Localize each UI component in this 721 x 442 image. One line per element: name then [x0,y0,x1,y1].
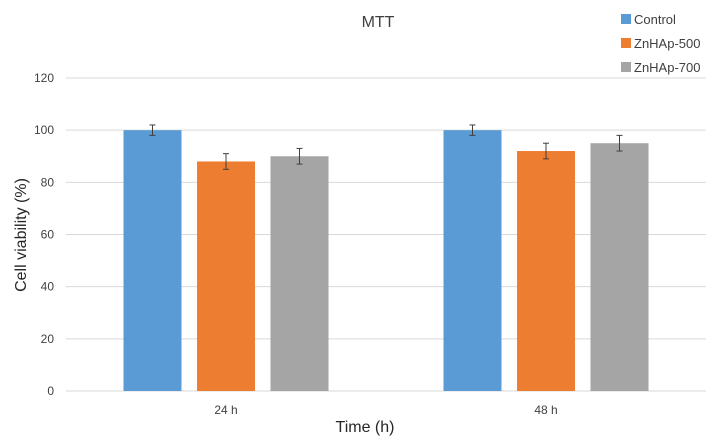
bar-control-48h [443,130,502,391]
y-tick-label-100: 100 [34,123,54,137]
x-axis-title: Time (h) [336,419,395,436]
legend-swatch-znhap-500 [621,38,631,48]
y-tick-label-0: 0 [47,384,54,398]
legend-label-znhap-500: ZnHAp-500 [634,36,700,51]
bar-znhap-700-24h [270,156,329,391]
y-tick-label-80: 80 [41,175,55,189]
chart-title: MTT [362,14,395,31]
bar-znhap-700-48h [590,143,649,391]
y-tick-label-20: 20 [41,332,55,346]
legend-label-znhap-700: ZnHAp-700 [634,60,700,75]
legend-swatch-znhap-700 [621,62,631,72]
y-axis-title: Cell viability (%) [13,178,30,292]
bar-control-24h [123,130,182,391]
x-tick-label-48h: 48 h [534,403,557,417]
bar-znhap-500-24h [197,161,255,391]
y-tick-label-120: 120 [34,71,54,85]
y-tick-label-40: 40 [41,280,55,294]
legend-swatch-control [621,14,631,24]
bars [123,130,649,391]
x-tick-label-24h: 24 h [214,403,237,417]
legend: Control ZnHAp-500 ZnHAp-700 [621,12,700,75]
y-tick-label-60: 60 [41,228,55,242]
tick-labels: 0 20 40 60 80 100 120 24 h 48 h [34,71,558,417]
error-bars [149,124,623,170]
legend-label-control: Control [634,12,676,27]
bar-znhap-500-48h [517,151,575,391]
